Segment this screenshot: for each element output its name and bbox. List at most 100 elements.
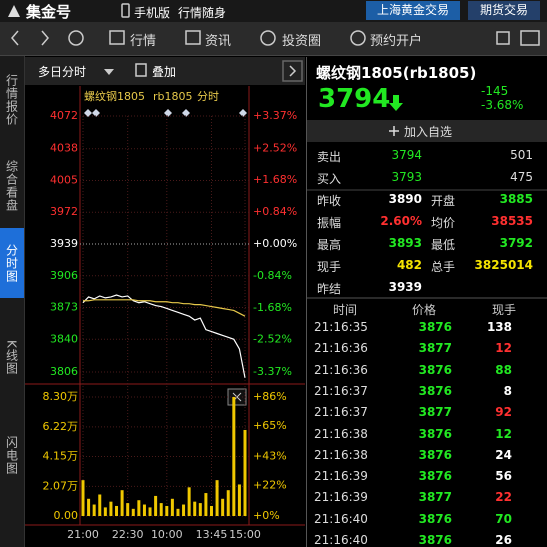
volume-bar xyxy=(92,504,96,516)
trade-time: 21:16:38 xyxy=(314,426,368,441)
news-icon[interactable] xyxy=(185,30,201,45)
sidebar-tab[interactable]: 闪电图 xyxy=(4,435,19,475)
volume-bar xyxy=(103,507,107,516)
trade-time: 21:16:40 xyxy=(314,511,368,526)
y2-tick-label: +1.68% xyxy=(253,173,297,186)
event-marker xyxy=(84,109,92,117)
next-button[interactable] xyxy=(282,60,303,82)
back-icon[interactable] xyxy=(11,30,19,46)
order-volume: 501 xyxy=(510,148,533,162)
volume-bar xyxy=(182,504,186,516)
event-marker xyxy=(92,109,100,117)
sidebar-tab[interactable]: 行情报价 xyxy=(4,74,19,126)
volume-bar xyxy=(237,484,241,516)
toolbar-item[interactable]: 预约开户 xyxy=(370,34,423,49)
account-icon[interactable] xyxy=(350,30,366,46)
trade-price: 3876 xyxy=(418,511,452,526)
trade-volume: 88 xyxy=(495,362,512,377)
trade-price: 3876 xyxy=(418,362,452,377)
price-line xyxy=(83,299,246,317)
volume-tick-label: 6.22万 xyxy=(43,420,79,433)
quote-change-pct: -3.68% xyxy=(481,98,524,112)
toolbar-item[interactable]: 行情 xyxy=(130,34,157,49)
y-tick-label: 3840 xyxy=(50,332,78,345)
mobile-label: 手机版 xyxy=(134,6,171,20)
frame xyxy=(25,86,305,526)
volume-bar xyxy=(176,508,180,516)
trade-volume: 70 xyxy=(495,511,512,526)
down-arrow xyxy=(389,95,403,111)
next-icon[interactable] xyxy=(289,65,297,77)
y2-tick-label: +0.00% xyxy=(253,237,297,250)
volume-bar xyxy=(204,493,208,516)
add-watch-bar[interactable] xyxy=(307,120,547,142)
y2-tick-label: -0.84% xyxy=(253,269,292,282)
volume-tick-label: 4.15万 xyxy=(43,450,79,463)
y-tick-label: 3939 xyxy=(50,237,78,250)
stat-value: 3825014 xyxy=(474,258,533,272)
volume-bar xyxy=(209,505,213,516)
trade-time: 21:16:36 xyxy=(314,341,368,356)
trade-price: 3876 xyxy=(418,469,452,484)
event-marker xyxy=(164,109,172,117)
trade-price: 3876 xyxy=(418,447,452,462)
sidebar-tab[interactable]: 综合看盘 xyxy=(4,160,19,212)
trade-column: 时间 xyxy=(333,303,358,317)
logo-icon xyxy=(8,5,20,17)
collapse-icon[interactable] xyxy=(520,30,540,46)
forward-icon[interactable] xyxy=(41,30,49,46)
y2-tick-label: +3.37% xyxy=(253,109,297,122)
volume-bar xyxy=(159,503,163,516)
trade-time: 21:16:36 xyxy=(314,362,368,377)
trade-volume: 8 xyxy=(503,383,512,398)
sidebar xyxy=(0,56,25,547)
volume-y2-tick-label: +22% xyxy=(253,479,287,492)
trade-volume: 56 xyxy=(495,469,512,484)
toolbar-item[interactable]: 投资圈 xyxy=(282,34,322,49)
stat-label: 最低 xyxy=(431,238,456,252)
trade-price: 3877 xyxy=(418,490,452,505)
exchange-tab[interactable]: 期货交易 xyxy=(468,1,540,20)
quote-title: 螺纹钢1805(rb1805) xyxy=(316,64,477,82)
overlay-icon[interactable] xyxy=(135,63,147,77)
event-marker xyxy=(239,109,247,117)
sidebar-tab[interactable]: K线图 xyxy=(4,339,19,375)
quote-icon[interactable] xyxy=(109,30,125,45)
volume-bar xyxy=(126,503,130,516)
stat-label: 均价 xyxy=(431,216,456,230)
stat-value: 2.60% xyxy=(380,214,422,228)
quote-icons xyxy=(307,95,547,299)
invest-icon[interactable] xyxy=(260,30,276,46)
volume-bar xyxy=(226,490,230,516)
trade-time: 21:16:38 xyxy=(314,447,368,462)
trade-time: 21:16:39 xyxy=(314,469,368,484)
stat-label: 开盘 xyxy=(431,194,456,208)
settings-icon[interactable] xyxy=(496,31,510,45)
y-tick-label: 4038 xyxy=(50,142,78,155)
chart-mode[interactable]: 多日分时 xyxy=(38,65,87,79)
volume-bar xyxy=(187,487,191,516)
trade-price: 3876 xyxy=(418,383,452,398)
add-watch[interactable]: 加入自选 xyxy=(404,125,453,139)
volume-bar xyxy=(120,490,124,516)
trade-price: 3876 xyxy=(418,320,452,334)
volume-bar xyxy=(87,498,91,516)
x-tick-label: 15:00 xyxy=(229,528,261,541)
y2-tick-label: -2.52% xyxy=(253,333,292,346)
exchange-tab[interactable]: 上海黄金交易 xyxy=(366,1,460,20)
dropdown-icon[interactable] xyxy=(104,69,114,75)
toolbar-item[interactable]: 资讯 xyxy=(205,34,232,49)
y2-tick-label: +2.52% xyxy=(253,141,297,154)
sidebar-tab[interactable]: 分时图 xyxy=(0,228,24,298)
logo: 集金号 xyxy=(26,3,72,21)
trade-volume: 138 xyxy=(486,320,512,334)
volume-y2-tick-label: +43% xyxy=(253,450,287,463)
stat-label: 现手 xyxy=(317,260,342,274)
y-tick-label: 4005 xyxy=(50,173,78,186)
trade-volume: 22 xyxy=(495,490,512,505)
order-label: 卖出 xyxy=(317,150,342,164)
stat-value: 482 xyxy=(396,258,422,272)
overlay[interactable]: 叠加 xyxy=(152,65,177,79)
refresh-icon[interactable] xyxy=(68,30,84,46)
